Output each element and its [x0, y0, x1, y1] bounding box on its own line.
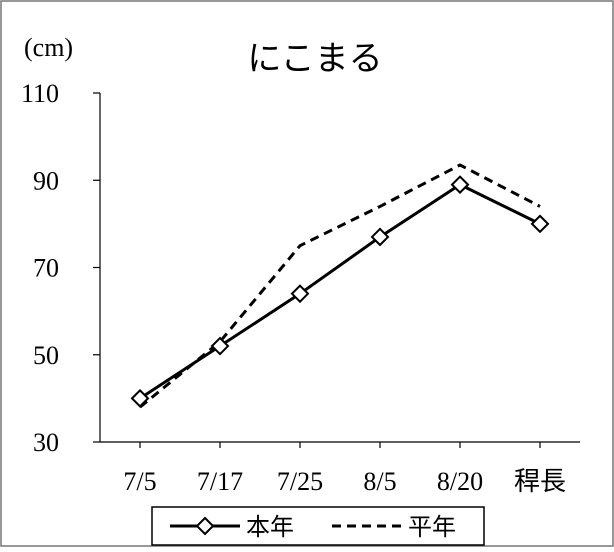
x-tick-label: 7/5: [123, 467, 156, 496]
legend-label-平年: 平年: [408, 513, 456, 541]
legend: 本年 平年: [151, 506, 485, 546]
y-axis-unit-label: (cm): [24, 33, 73, 62]
y-tick-label: 70: [33, 254, 59, 283]
data-point-本年-3: [370, 227, 390, 247]
legend-marker-本年: [195, 516, 215, 536]
x-tick-label: 稈長: [514, 467, 566, 496]
x-tick-label: 8/5: [363, 467, 396, 496]
x-tick-label: 8/20: [437, 467, 483, 496]
legend-label-本年: 本年: [246, 513, 294, 541]
y-tick-label: 50: [33, 341, 59, 370]
data-point-本年-2: [290, 284, 310, 304]
data-point-本年-0: [130, 388, 150, 408]
data-point-本年-1: [210, 336, 230, 356]
series-layer: [130, 163, 550, 409]
chart-title: にこまる: [247, 39, 382, 79]
data-point-本年-4: [450, 175, 470, 195]
x-tick-label: 7/25: [277, 467, 323, 496]
data-point-本年-5: [530, 214, 550, 234]
series-line-平年: [139, 163, 541, 409]
y-tick-label: 30: [33, 428, 59, 457]
axes: 110 90 70 50 30 7/5 7/17 7/25 8/5 8/20 稈長: [21, 79, 580, 496]
y-tick-label: 110: [21, 79, 59, 108]
y-tick-label: 90: [33, 166, 59, 195]
series-line-本年: [139, 183, 541, 400]
x-tick-label: 7/17: [197, 467, 243, 496]
